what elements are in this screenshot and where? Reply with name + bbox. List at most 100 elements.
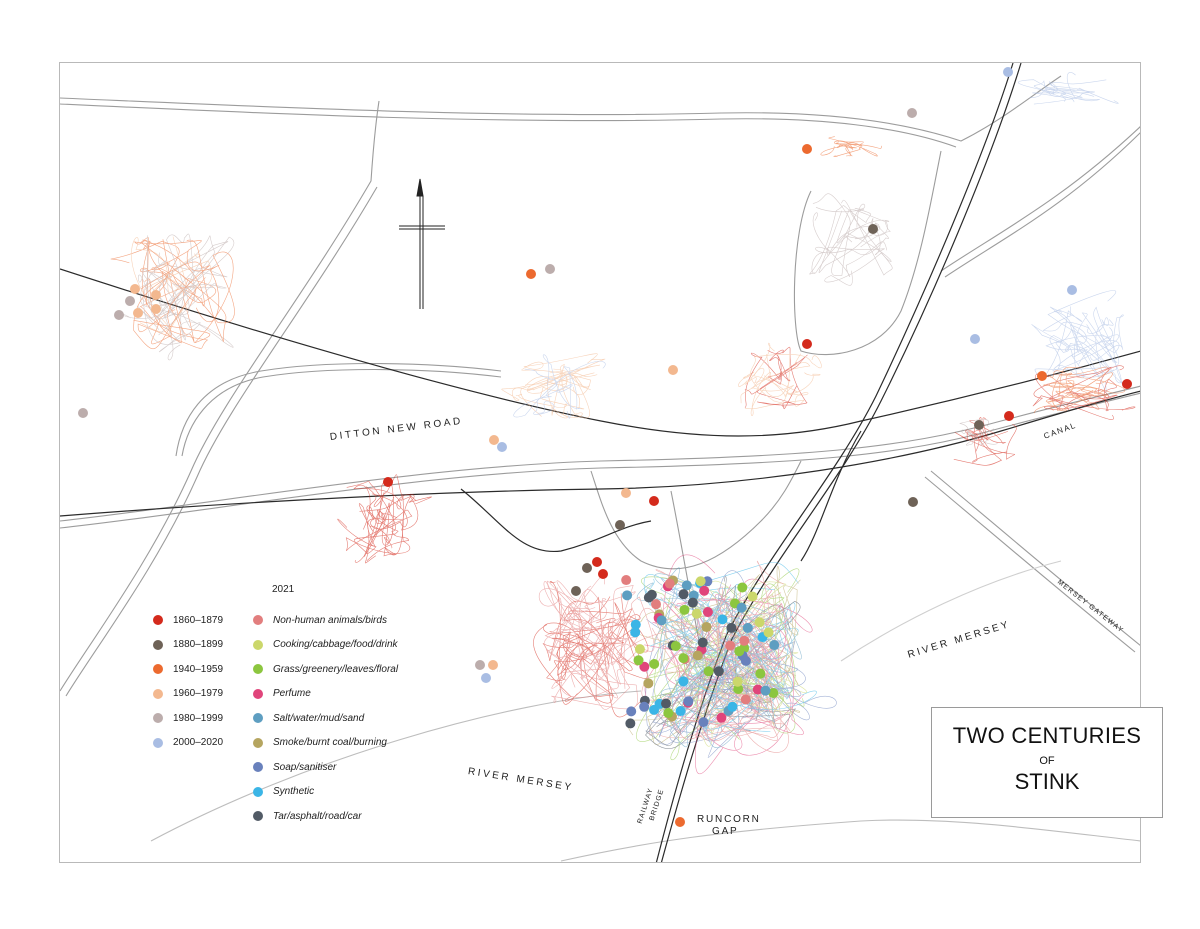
legend-category-row: Cooking/cabbage/food/drink [253,633,398,658]
smell-trail [1075,314,1124,385]
smell-trail [835,140,864,157]
smell-trail [1033,72,1090,105]
rail-north-1 [660,63,1022,862]
smell-dot [725,640,736,651]
river-bank-2 [560,819,1140,862]
legend-swatch [153,713,163,724]
smell-trail [118,236,235,330]
smell-dot [130,284,140,294]
smell-dot [621,488,631,498]
smell-dot [908,497,918,507]
road-ne-1 [940,126,1140,272]
smell-trail [641,576,805,707]
road-gateway [930,470,1140,646]
smell-trail [1034,306,1120,376]
north-arrow-icon [399,178,445,309]
smell-trail [543,581,638,680]
smell-trail [972,423,1009,463]
roads-layer [60,75,1140,862]
road-ditton [60,385,1140,522]
smell-trail [133,239,220,323]
smell-trail [359,474,403,557]
legend-year-row: 1880–1899 [153,633,223,658]
smell-trail [1045,310,1118,376]
road-gateway-2 [924,476,1136,653]
smell-dot [650,599,661,610]
smell-trail [744,354,808,408]
smell-trail [544,576,619,699]
smell-dot [907,108,917,118]
smell-dot [125,296,135,306]
smell-dot [687,597,698,608]
smell-trail [501,373,598,402]
smell-dot [675,817,685,827]
smell-dot [151,290,161,300]
smell-dot [675,706,686,717]
legend-category-row: Tar/asphalt/road/car [253,804,398,829]
smell-trail [954,424,1017,460]
smell-dot [630,619,641,630]
smell-trail [660,567,799,674]
map-canvas [60,63,1140,862]
smell-dot [1004,411,1014,421]
smell-trail [367,478,395,547]
road-west-3 [175,362,502,457]
smell-dot [475,660,485,670]
legend-category-label: Non-human animals/birds [273,614,387,626]
smell-trail [959,419,995,446]
smell-trail [757,347,808,410]
smell-dot [737,582,748,593]
legend-year-label: 1860–1879 [173,614,224,626]
legend-year-label: 1980–1999 [173,712,224,724]
legend-swatch [253,639,263,650]
smell-dot [717,614,728,625]
legend-categories: Non-human animals/birds Cooking/cabbage/… [253,608,398,829]
smell-trail [1033,80,1095,103]
legend-year-label: 1880–1899 [173,639,224,651]
smell-trail [811,218,890,274]
smell-trail [141,240,210,345]
smell-trail [375,495,419,531]
smell-dot [526,269,536,279]
smell-dot [622,590,633,601]
smell-dot [630,627,641,638]
smell-trail [1042,306,1109,334]
smell-trail [744,375,809,410]
legend-category-label: Cooking/cabbage/food/drink [273,639,398,651]
title-line-2: OF [1039,755,1055,767]
smell-dot [1067,285,1077,295]
smell-dot [626,706,637,717]
smell-trail [549,581,615,697]
smell-dot [670,641,681,652]
smell-dot [697,637,708,648]
rail-north-2 [655,63,1014,862]
smell-dot [678,676,689,687]
smell-trail [1049,306,1122,384]
smell-dot [701,622,712,633]
smell-dot [763,627,774,638]
title-line-1: TWO CENTURIES [952,723,1142,748]
smell-dot [681,580,692,591]
smell-dot [643,678,654,689]
smell-trail [133,251,235,344]
smell-trail [145,236,213,295]
legend-category-label: Smoke/burnt coal/burning [273,737,387,749]
smell-trail [824,208,892,286]
smell-trail [137,235,179,319]
rail-w [60,390,1140,517]
smell-trail [140,237,227,342]
legend-swatch [153,688,163,699]
smell-dot [621,575,632,586]
smell-dot [974,420,984,430]
smell-trail [346,480,410,562]
smell-dot [727,701,738,712]
smell-dot [582,563,592,573]
smell-trail [649,578,793,700]
smell-trail [828,136,878,157]
legend-swatch [153,615,163,626]
smell-dot [151,304,161,314]
smell-dot [703,666,714,677]
smell-dot [739,635,750,646]
smell-trail [551,629,598,671]
smell-dot [732,676,743,687]
